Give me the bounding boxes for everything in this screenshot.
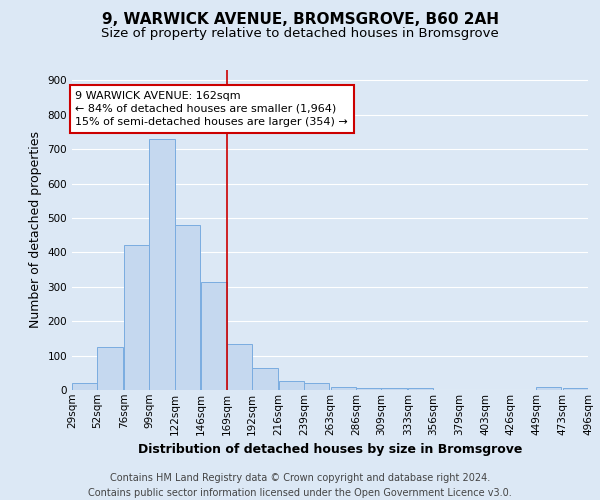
Bar: [304, 383, 329, 390]
Bar: [97, 347, 123, 390]
Bar: [563, 388, 588, 390]
X-axis label: Distribution of detached houses by size in Bromsgrove: Distribution of detached houses by size …: [138, 443, 522, 456]
Text: 9 WARWICK AVENUE: 162sqm
← 84% of detached houses are smaller (1,964)
15% of sem: 9 WARWICK AVENUE: 162sqm ← 84% of detach…: [76, 90, 348, 127]
Text: Contains HM Land Registry data © Crown copyright and database right 2024.
Contai: Contains HM Land Registry data © Crown c…: [88, 472, 512, 498]
Bar: [72, 383, 97, 390]
Text: 9, WARWICK AVENUE, BROMSGROVE, B60 2AH: 9, WARWICK AVENUE, BROMSGROVE, B60 2AH: [101, 12, 499, 28]
Bar: [124, 246, 149, 390]
Bar: [201, 282, 227, 390]
Bar: [175, 225, 200, 390]
Bar: [536, 387, 562, 390]
Bar: [252, 368, 278, 390]
Bar: [356, 388, 382, 390]
Bar: [331, 386, 356, 390]
Bar: [227, 344, 252, 390]
Bar: [382, 388, 407, 390]
Bar: [149, 139, 175, 390]
Bar: [278, 380, 304, 390]
Bar: [408, 388, 433, 390]
Text: Size of property relative to detached houses in Bromsgrove: Size of property relative to detached ho…: [101, 28, 499, 40]
Y-axis label: Number of detached properties: Number of detached properties: [29, 132, 42, 328]
